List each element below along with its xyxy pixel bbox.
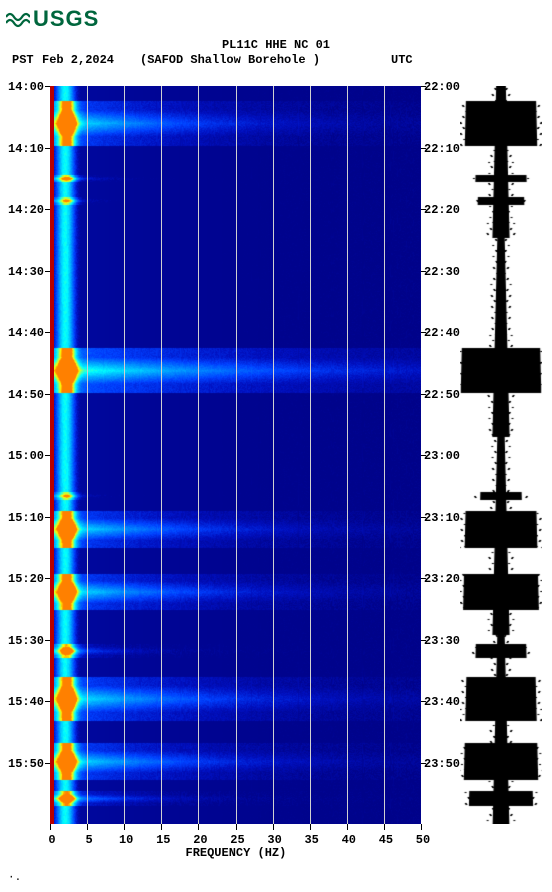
x-tick: 30 (265, 833, 285, 847)
utc-label: UTC (391, 53, 413, 67)
right-tick: 23:00 (424, 449, 460, 463)
left-tick: 14:00 (8, 80, 44, 94)
right-tick: 22:30 (424, 265, 460, 279)
left-tick: 15:40 (8, 695, 44, 709)
waveform-plot (460, 86, 542, 824)
station-label: (SAFOD Shallow Borehole ) (140, 53, 320, 67)
right-tick: 23:50 (424, 757, 460, 771)
left-tick: 15:10 (8, 511, 44, 525)
red-edge-bar (50, 86, 54, 824)
left-tick: 14:50 (8, 388, 44, 402)
x-tick: 5 (79, 833, 99, 847)
left-tick: 15:30 (8, 634, 44, 648)
right-tick: 22:50 (424, 388, 460, 402)
right-tick: 23:40 (424, 695, 460, 709)
footer-mark: ·. (8, 872, 21, 884)
right-tick: 22:10 (424, 142, 460, 156)
right-tick: 22:00 (424, 80, 460, 94)
pst-label: PST (12, 53, 34, 67)
x-tick: 45 (376, 833, 396, 847)
right-tick: 23:10 (424, 511, 460, 525)
left-tick: 15:20 (8, 572, 44, 586)
left-tick: 14:10 (8, 142, 44, 156)
usgs-wave-icon (6, 9, 30, 29)
right-tick: 23:30 (424, 634, 460, 648)
date-label: Feb 2,2024 (42, 53, 114, 67)
x-axis-label: FREQUENCY (HZ) (186, 846, 287, 860)
left-tick: 15:00 (8, 449, 44, 463)
left-tick: 14:20 (8, 203, 44, 217)
x-tick: 25 (228, 833, 248, 847)
x-tick: 10 (116, 833, 136, 847)
x-tick: 50 (413, 833, 433, 847)
x-tick: 0 (42, 833, 62, 847)
waveform-canvas (460, 86, 542, 824)
right-tick: 22:20 (424, 203, 460, 217)
right-tick: 22:40 (424, 326, 460, 340)
x-tick: 15 (153, 833, 173, 847)
left-tick: 14:30 (8, 265, 44, 279)
usgs-logo-text: USGS (33, 6, 99, 32)
usgs-logo: USGS (6, 6, 99, 32)
x-tick: 35 (302, 833, 322, 847)
right-tick: 23:20 (424, 572, 460, 586)
x-tick: 40 (339, 833, 359, 847)
left-tick: 15:50 (8, 757, 44, 771)
x-tick: 20 (190, 833, 210, 847)
spectrogram-plot (50, 86, 421, 824)
title-line: PL11C HHE NC 01 (0, 38, 552, 52)
left-tick: 14:40 (8, 326, 44, 340)
